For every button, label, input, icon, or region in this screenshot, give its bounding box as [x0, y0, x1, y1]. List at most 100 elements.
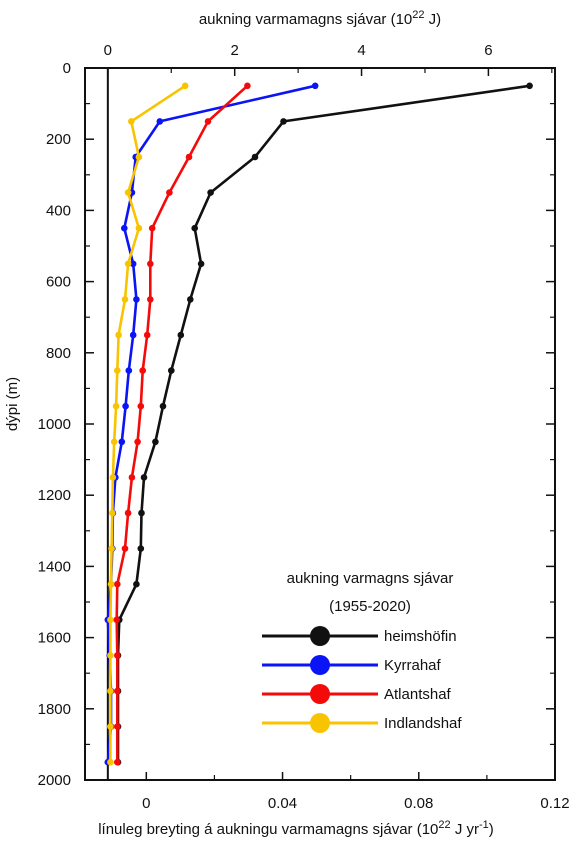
data-point	[128, 118, 135, 125]
series-kyrrahaf	[104, 82, 319, 766]
top-tick-label: 4	[357, 42, 365, 59]
data-point	[124, 260, 132, 268]
data-point	[137, 545, 145, 552]
series-indlandshaf	[107, 82, 189, 766]
data-point	[118, 438, 126, 446]
bottom-axis-unit-exponent: 22	[438, 819, 450, 831]
data-point	[114, 758, 121, 766]
data-point	[114, 723, 121, 730]
y-tick-label: 1000	[38, 416, 71, 433]
data-point	[107, 580, 115, 588]
data-point	[121, 224, 128, 232]
legend-marker	[310, 655, 330, 675]
legend-marker	[310, 626, 330, 646]
data-point	[107, 616, 114, 624]
data-point	[134, 438, 141, 446]
data-point	[133, 580, 140, 588]
data-point	[114, 580, 121, 588]
data-point	[108, 545, 115, 552]
data-point	[526, 82, 533, 90]
data-point	[107, 723, 114, 730]
bottom-axis-unit-mid: J yr	[451, 821, 479, 838]
data-point	[121, 296, 129, 303]
data-point	[129, 331, 137, 339]
legend-item-kyrrahaf: Kyrrahaf	[262, 655, 442, 675]
y-tick-label: 1400	[38, 558, 71, 575]
y-tick-label: 1600	[38, 630, 71, 647]
data-point	[147, 296, 154, 303]
data-point	[122, 402, 129, 410]
data-point	[125, 367, 133, 374]
data-point	[110, 438, 118, 446]
data-point	[166, 189, 173, 196]
data-point	[114, 687, 121, 695]
data-point	[135, 153, 143, 161]
data-point	[114, 367, 121, 374]
top-tick-label: 0	[104, 42, 112, 59]
y-tick-label: 600	[46, 274, 71, 291]
data-point	[124, 509, 132, 517]
bottom-axis-unit-exponent-2: -1	[479, 819, 489, 831]
legend-marker	[310, 684, 330, 704]
data-point	[109, 509, 116, 517]
bottom-tick-label: 0.04	[268, 795, 297, 812]
bottom-axis-label: línuleg breyting á aukningu varmamagns s…	[98, 821, 438, 838]
data-point	[197, 260, 205, 268]
data-point	[114, 652, 121, 659]
data-point	[177, 331, 185, 339]
data-point	[143, 331, 151, 339]
legend-subtitle: (1955-2020)	[329, 598, 411, 615]
top-axis-label: aukning varmamagns sjávar (10	[199, 11, 412, 28]
data-point	[181, 82, 189, 90]
data-point	[251, 153, 259, 161]
y-tick-label: 0	[63, 60, 71, 77]
data-point	[124, 189, 132, 196]
data-point	[129, 260, 137, 268]
data-point	[152, 438, 159, 446]
axes-layer: 0 200 400 600 800 1000 1200 1400 1600 1800 2000 0 2 4…	[4, 9, 570, 838]
series-line	[109, 84, 186, 763]
y-tick-label: 1200	[38, 487, 71, 504]
y-tick-label: 800	[46, 345, 71, 362]
data-point	[280, 118, 287, 125]
legend-item-atlantshaf: Atlantshaf	[262, 684, 452, 704]
bottom-tick-label: 0.12	[540, 795, 569, 812]
data-point	[137, 402, 145, 410]
top-axis-unit-suffix: J)	[425, 11, 442, 28]
data-point	[159, 402, 167, 410]
data-point	[112, 402, 120, 410]
data-point	[128, 474, 136, 481]
data-point	[204, 118, 212, 125]
legend-label: heimshöfin	[384, 628, 457, 645]
data-point	[191, 224, 198, 232]
data-point	[139, 367, 146, 374]
y-tick-label: 400	[46, 202, 71, 219]
legend: aukning varmagns sjávar (1955-2020) heimsh…	[262, 570, 462, 733]
data-point	[115, 331, 122, 339]
bottom-tick-label: 0	[142, 795, 150, 812]
data-point	[244, 82, 251, 90]
data-point	[168, 367, 175, 374]
data-point	[107, 687, 114, 695]
data-point	[113, 616, 120, 624]
series-line	[115, 84, 249, 763]
data-point	[148, 224, 156, 232]
top-tick-label: 6	[484, 42, 492, 59]
y-tick-label: 2000	[38, 772, 71, 789]
data-point	[107, 652, 114, 659]
data-point	[207, 189, 214, 196]
data-point	[185, 153, 193, 161]
y-tick-label: 200	[46, 131, 71, 148]
series-layer	[104, 82, 533, 766]
data-point	[133, 296, 140, 303]
legend-label: Indlandshaf	[384, 715, 462, 732]
bottom-tick-label: 0.08	[404, 795, 433, 812]
data-point	[138, 509, 145, 517]
legend-item-heimshöfin: heimshöfin	[262, 626, 457, 646]
legend-label: Atlantshaf	[384, 686, 452, 703]
y-axis-title: dýpi (m)	[4, 377, 21, 431]
y-tick-label: 1800	[38, 701, 71, 718]
legend-label: Kyrrahaf	[384, 657, 442, 674]
series-atlantshaf	[113, 82, 251, 766]
